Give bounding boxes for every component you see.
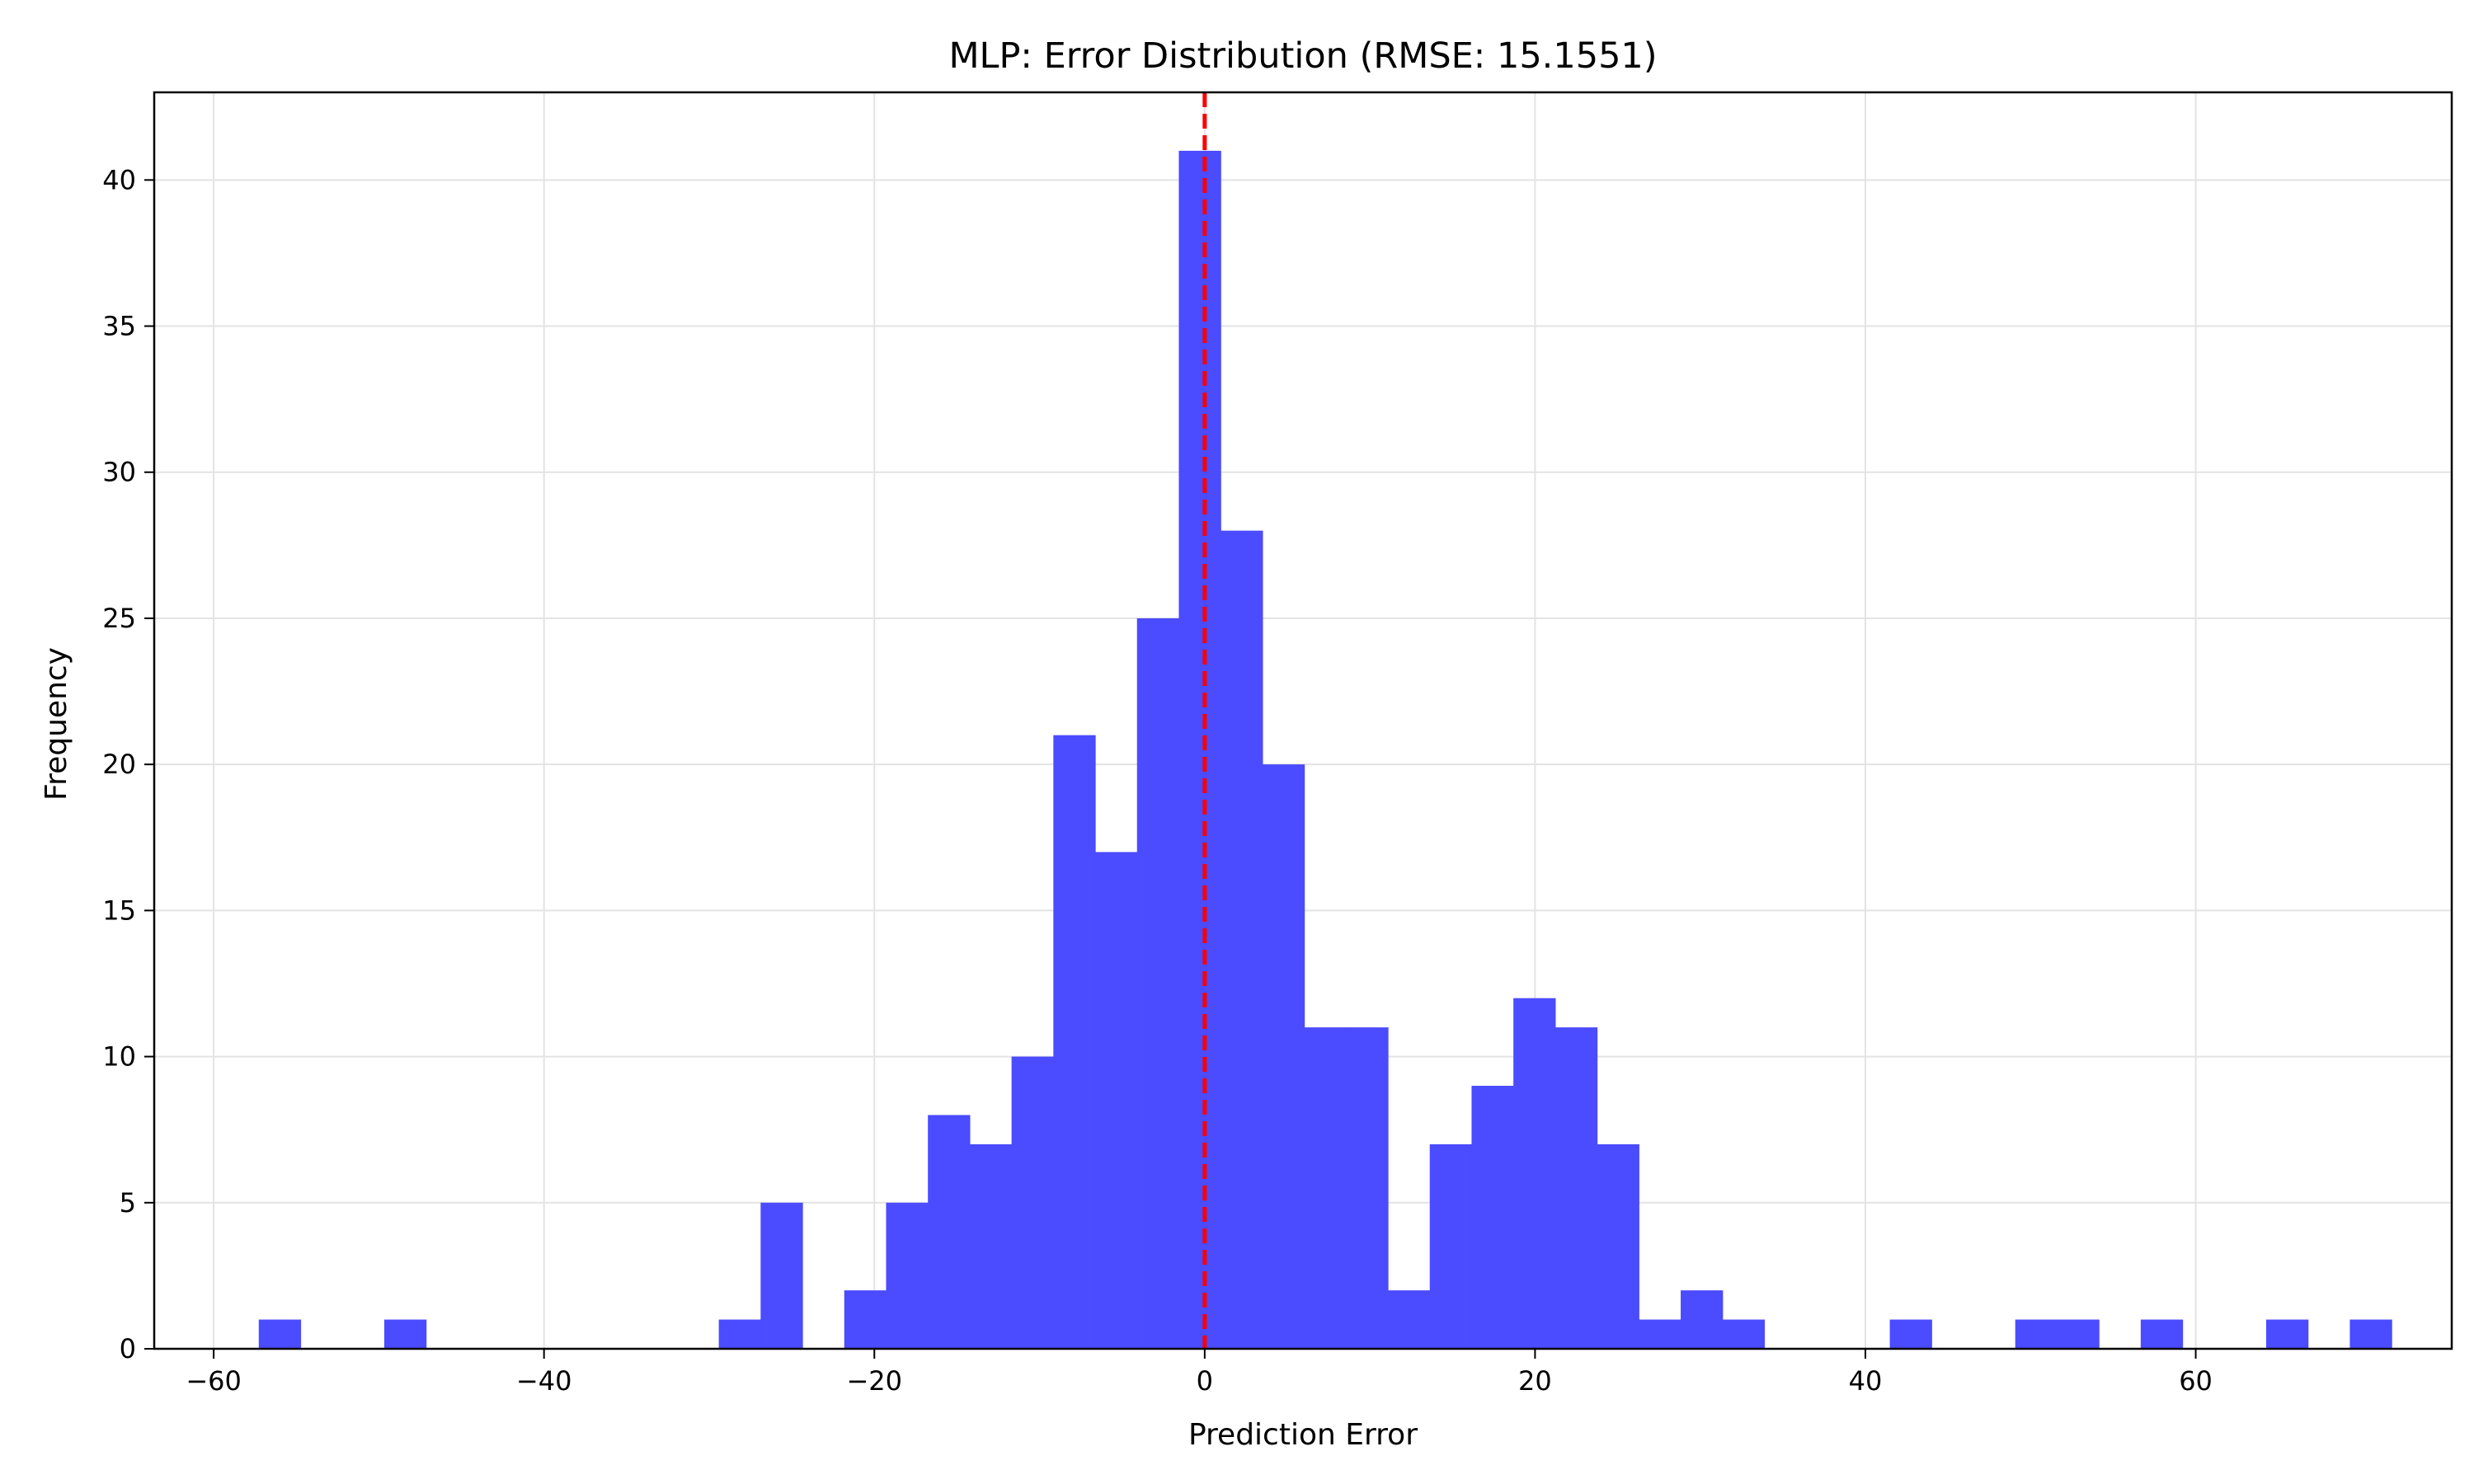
histogram-bar (1639, 1319, 1681, 1349)
histogram-bar (1388, 1290, 1431, 1349)
histogram-bar (1889, 1319, 1932, 1349)
histogram-bar (1136, 618, 1180, 1349)
y-tick-label: 35 (102, 311, 136, 342)
histogram-bar (2057, 1319, 2100, 1349)
y-tick-label: 0 (120, 1333, 136, 1364)
histogram-bar (718, 1319, 761, 1349)
y-tick-label: 30 (102, 457, 136, 488)
chart-title: MLP: Error Distribution (RMSE: 15.1551) (948, 35, 1657, 77)
histogram-bar (1262, 764, 1305, 1349)
histogram-bar (1429, 1144, 1473, 1349)
grid-lines (154, 92, 2452, 1350)
y-axis-label: Frequency (40, 647, 73, 801)
histogram-bar (1346, 1027, 1389, 1349)
x-tick-label: 60 (2179, 1365, 2213, 1397)
histogram-bar (1681, 1290, 1724, 1349)
histogram-bar (2349, 1319, 2392, 1349)
histogram-bar (760, 1202, 803, 1349)
histogram-bar (383, 1319, 427, 1349)
histogram-bar (969, 1144, 1013, 1349)
histogram-bar (1221, 530, 1263, 1349)
x-tick-label: 0 (1197, 1365, 1213, 1397)
histogram-bar (2015, 1319, 2058, 1349)
histogram-bars (258, 150, 2392, 1349)
y-tick-label: 15 (102, 895, 136, 926)
histogram-bar (886, 1202, 929, 1349)
y-axis-ticks: 0 5 10 15 20 25 30 35 40 (102, 164, 154, 1364)
histogram-bar (1554, 1027, 1598, 1349)
histogram-bar (1471, 1086, 1514, 1349)
x-tick-label: −20 (846, 1365, 902, 1397)
x-axis-ticks: −60 −40 −20 0 20 40 60 (186, 1349, 2213, 1397)
x-tick-label: 40 (1849, 1365, 1883, 1397)
histogram-bar (1053, 735, 1096, 1349)
histogram-bar (1304, 1027, 1347, 1349)
y-tick-label: 40 (102, 164, 136, 195)
x-tick-label: 20 (1518, 1365, 1552, 1397)
histogram-bar (258, 1319, 302, 1349)
histogram-bar (1011, 1056, 1054, 1349)
x-tick-label: −40 (516, 1365, 572, 1397)
y-tick-label: 5 (120, 1187, 136, 1219)
histogram-bar (2140, 1319, 2184, 1349)
x-tick-label: −60 (186, 1365, 242, 1397)
y-tick-label: 25 (102, 603, 136, 634)
histogram-bar (1597, 1144, 1639, 1349)
y-tick-label: 20 (102, 749, 136, 780)
histogram-bar (844, 1290, 887, 1349)
histogram-bar (2265, 1319, 2309, 1349)
histogram-bar (1722, 1319, 1766, 1349)
plot-frame (153, 91, 2453, 1350)
histogram-bar (1513, 998, 1556, 1349)
y-tick-label: 10 (102, 1041, 136, 1073)
x-axis-label: Prediction Error (1188, 1418, 1418, 1452)
histogram-bar (928, 1115, 971, 1349)
histogram-bar (1095, 852, 1138, 1349)
histogram-bar (1178, 150, 1221, 1349)
